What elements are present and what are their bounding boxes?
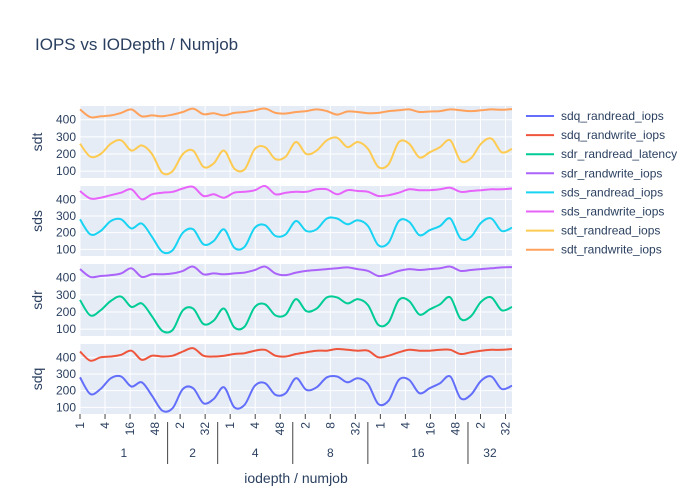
legend-label: sds_randwrite_iops: [561, 205, 664, 219]
legend-item: sdq_randread_iops: [526, 109, 664, 123]
legend-label: sdq_randread_iops: [561, 109, 664, 123]
legend-item: sdr_randread_latency: [526, 147, 677, 161]
y-axis-label: sdr: [29, 290, 45, 310]
y-tick-label: 300: [56, 209, 76, 223]
y-tick-label: 400: [56, 113, 76, 127]
x-tick-label: 2: [473, 422, 487, 429]
series-line-sdt_randread_iops: [79, 136, 513, 176]
y-axis-label: sdt: [29, 133, 45, 152]
group-label: 32: [483, 446, 497, 460]
series-line-sdq_randwrite_iops: [79, 347, 513, 362]
subplots: 100 200 300 400 sdt 100 200 300 400 sds 100 200 300 4…: [29, 106, 513, 414]
y-tick-label: 100: [56, 322, 76, 336]
x-tick-label: 2: [173, 422, 187, 429]
y-tick-label: 100: [56, 242, 76, 256]
x-tick-label: 4: [398, 422, 412, 429]
x-tick-label: 8: [323, 422, 337, 429]
x-tick-label: 48: [148, 422, 162, 436]
y-tick-label: 400: [56, 192, 76, 206]
x-axis: 1 4 16 48 2 32 1 4 48 2 8 32 1 4 16 48 2 321 2 4 8 16 32: [73, 414, 513, 464]
group-label: 16: [411, 446, 425, 460]
group-label: 2: [189, 446, 196, 460]
y-tick-label: 300: [56, 288, 76, 302]
subplot-sdr: 100 200 300 400 sdr: [29, 264, 513, 336]
x-tick-label: 16: [423, 422, 437, 436]
legend-item: sdt_randread_iops: [526, 224, 660, 238]
series-line-sds_randread_iops: [79, 216, 513, 255]
series-line-sdq_randread_iops: [79, 374, 513, 413]
x-tick-label: 16: [123, 422, 137, 436]
x-tick-label: 1: [223, 422, 237, 429]
x-tick-label: 4: [248, 422, 262, 429]
y-tick-label: 200: [56, 384, 76, 398]
x-tick-label: 1: [73, 422, 87, 429]
y-tick-label: 400: [56, 271, 76, 285]
group-label: 8: [327, 446, 334, 460]
y-tick-label: 100: [56, 400, 76, 414]
x-tick-label: 48: [273, 422, 287, 436]
legend-item: sdq_randwrite_iops: [526, 128, 665, 142]
legend-label: sds_randread_iops: [561, 185, 663, 199]
y-axis-label: sds: [29, 210, 45, 232]
legend-item: sdr_randwrite_iops: [526, 166, 662, 180]
x-tick-label: 32: [499, 422, 513, 436]
legend-label: sdq_randwrite_iops: [561, 128, 665, 142]
subplot-sdq: 100 200 300 400 sdq: [29, 344, 513, 414]
group-label: 1: [120, 446, 127, 460]
y-tick-label: 300: [56, 367, 76, 381]
series-line-sdt_randwrite_iops: [79, 107, 513, 119]
legend-label: sdr_randwrite_iops: [561, 166, 662, 180]
legend: sdq_randread_iops sdq_randwrite_iops sdr_r…: [526, 109, 677, 257]
legend-item: sdt_randwrite_iops: [526, 243, 662, 257]
subplot-sds: 100 200 300 400 sds: [29, 184, 513, 256]
subplot-sdt: 100 200 300 400 sdt: [29, 106, 513, 178]
chart-title: IOPS vs IODepth / Numjob: [35, 35, 238, 54]
y-tick-label: 200: [56, 147, 76, 161]
series-line-sdr_randwrite_iops: [79, 265, 513, 279]
series-line-sdr_randread_latency: [79, 295, 513, 334]
y-tick-label: 200: [56, 226, 76, 240]
x-tick-label: 4: [98, 422, 112, 429]
x-tick-label: 2: [298, 422, 312, 429]
y-tick-label: 400: [56, 350, 76, 364]
series-line-sds_randwrite_iops: [79, 184, 513, 201]
y-axis-label: sdq: [29, 368, 45, 391]
legend-label: sdt_randread_iops: [561, 224, 660, 238]
x-axis-label: iodepth / numjob: [244, 470, 348, 486]
y-tick-label: 100: [56, 164, 76, 178]
legend-label: sdr_randread_latency: [561, 147, 677, 161]
legend-label: sdt_randwrite_iops: [561, 243, 662, 257]
x-tick-label: 32: [348, 422, 362, 436]
y-tick-label: 300: [56, 130, 76, 144]
x-tick-label: 1: [373, 422, 387, 429]
legend-item: sds_randwrite_iops: [526, 205, 664, 219]
x-tick-label: 32: [198, 422, 212, 436]
legend-item: sds_randread_iops: [526, 185, 663, 199]
x-tick-label: 48: [448, 422, 462, 436]
group-label: 4: [252, 446, 259, 460]
y-tick-label: 200: [56, 305, 76, 319]
